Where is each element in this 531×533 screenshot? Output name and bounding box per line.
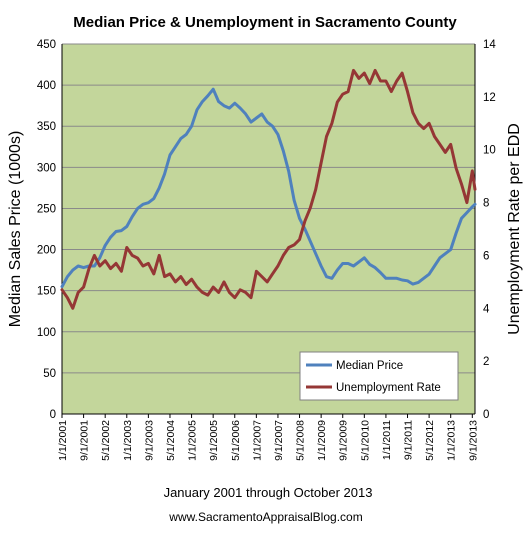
legend-label-unemployment-rate: Unemployment Rate — [336, 382, 441, 394]
x-tick-label: 5/1/2010 — [359, 420, 371, 461]
y2-axis-label: Unemployment Rate per EDD — [506, 123, 523, 335]
x-tick-label: 9/1/2009 — [338, 420, 350, 461]
x-tick-label: 5/1/2004 — [165, 420, 177, 461]
chart-subtitle: January 2001 through October 2013 — [164, 485, 373, 500]
y-axis-ticks: 0 50 100 150 200 250 300 350 400 450 — [37, 39, 56, 421]
y-tick-label: 250 — [37, 203, 56, 215]
chart-title: Median Price & Unemployment in Sacrament… — [73, 14, 457, 31]
y-tick-label: 450 — [37, 39, 56, 51]
x-tick-label: 9/1/2003 — [143, 420, 155, 461]
x-tick-label: 5/1/2012 — [424, 420, 436, 461]
x-tick-label: 5/1/2006 — [230, 420, 242, 461]
series-line-median-price — [60, 87, 477, 289]
y2-tick-label: 10 — [483, 145, 496, 157]
legend-label-median-price: Median Price — [336, 360, 403, 372]
y-tick-label: 0 — [50, 409, 56, 421]
y-tick-label: 150 — [37, 286, 56, 298]
x-tick-label: 5/1/2002 — [100, 420, 112, 461]
x-tick-label: 1/1/2007 — [251, 420, 263, 461]
y2-tick-label: 12 — [483, 92, 496, 104]
y-tick-label: 200 — [37, 245, 56, 257]
y-tick-label: 300 — [37, 162, 56, 174]
x-tick-label: 9/1/2011 — [403, 420, 415, 460]
y-tick-label: 400 — [37, 80, 56, 92]
legend: Median Price Unemployment Rate — [299, 351, 459, 401]
x-tick-label: 9/1/2007 — [273, 420, 285, 461]
x-tick-label: 1/1/2005 — [187, 420, 199, 461]
y-tick-label: 100 — [37, 327, 56, 339]
series-line-unemployment-rate — [60, 68, 477, 310]
y2-tick-label: 2 — [483, 356, 489, 368]
y-tick-label: 50 — [43, 368, 56, 380]
y2-tick-label: 6 — [483, 250, 489, 262]
x-tick-label: 1/1/2013 — [446, 420, 458, 461]
y2-tick-label: 4 — [483, 303, 490, 315]
gridlines — [61, 43, 476, 415]
x-tick-label: 9/1/2013 — [467, 420, 479, 461]
x-tick-label: 1/1/2003 — [122, 420, 134, 461]
legend-box — [299, 351, 459, 401]
x-tick-label: 1/1/2001 — [57, 420, 69, 461]
x-tick-label: 9/1/2005 — [208, 420, 220, 461]
x-tick-label: 9/1/2001 — [79, 420, 91, 461]
y-axis-label: Median Sales Price (1000s) — [7, 131, 24, 328]
y2-tick-label: 8 — [483, 198, 489, 210]
x-tick-label: 1/1/2011 — [381, 420, 393, 460]
series-lines — [60, 68, 477, 310]
x-axis-ticks: 1/1/2001 9/1/2001 5/1/2002 1/1/2003 9/1/2003… — [57, 414, 479, 461]
y-tick-label: 350 — [37, 121, 56, 133]
y2-tick-label: 14 — [483, 39, 496, 51]
y2-tick-label: 0 — [483, 409, 489, 421]
y2-axis-ticks: 0 2 4 6 8 10 12 14 — [483, 39, 496, 421]
x-tick-label: 1/1/2009 — [316, 420, 328, 461]
x-tick-label: 5/1/2008 — [295, 420, 307, 461]
chart-footer: www.SacramentoAppraisalBlog.com — [168, 510, 362, 524]
